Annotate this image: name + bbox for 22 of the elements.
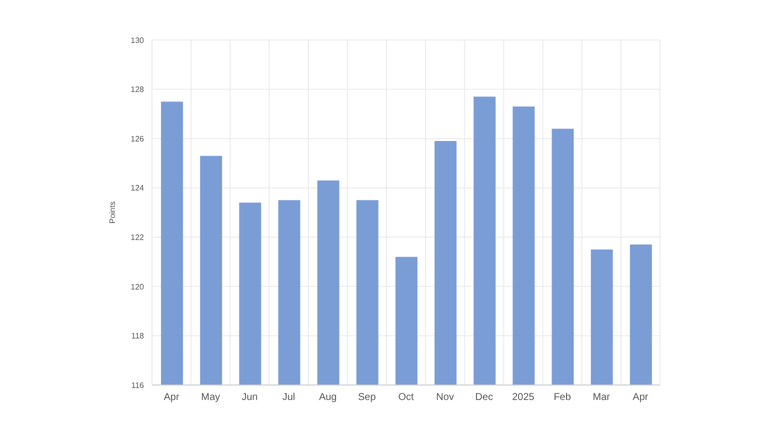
x-tick-label: Apr xyxy=(164,392,180,404)
x-tick-label: May xyxy=(201,392,220,404)
x-tick-label: Feb xyxy=(554,392,572,404)
x-tick-label: Nov xyxy=(436,392,454,404)
x-tick-label: Jun xyxy=(242,392,258,404)
x-tick-label: Aug xyxy=(318,392,337,404)
x-tick-label: Dec xyxy=(475,392,494,404)
x-tick-label: Jul xyxy=(282,392,296,404)
x-tick-label: Apr xyxy=(632,392,649,404)
x-tick-label: Oct xyxy=(398,392,414,404)
y-tick-label: 126 xyxy=(130,134,145,144)
y-tick-label: 122 xyxy=(130,232,145,242)
y-tick-label: 128 xyxy=(130,85,145,94)
y-tick-label: 118 xyxy=(131,332,145,341)
x-tick-label: 2025 xyxy=(512,392,535,404)
y-tick-label: 124 xyxy=(130,184,145,193)
y-tick-label: 130 xyxy=(130,36,145,45)
y-tick-label: 120 xyxy=(130,282,145,292)
y-axis-title: Points xyxy=(108,201,117,224)
y-tick-label: 116 xyxy=(131,380,145,390)
x-tick-label: Mar xyxy=(592,392,611,404)
x-tick-label: Sep xyxy=(358,392,376,404)
